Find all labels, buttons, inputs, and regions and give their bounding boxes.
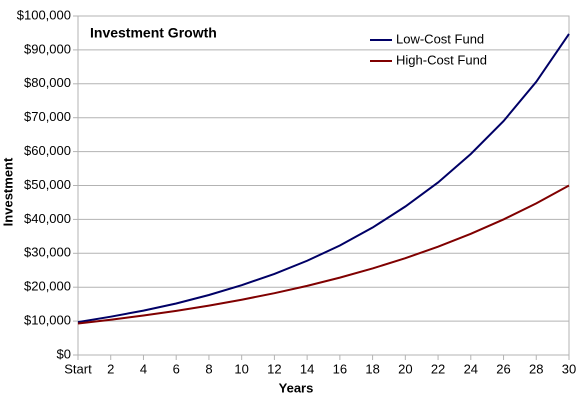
x-tick-label: 24 [464,361,478,376]
x-tick-label: 26 [496,361,510,376]
x-tick-label: Start [64,361,92,376]
x-tick-label: 16 [333,361,347,376]
x-tick-label: 30 [562,361,576,376]
x-tick-label: 28 [529,361,543,376]
x-tick-label: 18 [365,361,379,376]
x-tick-label: 20 [398,361,412,376]
y-tick-label: $100,000 [17,7,71,22]
y-tick-label: $10,000 [24,313,71,328]
x-tick-label: 6 [173,361,180,376]
x-tick-label: 14 [300,361,314,376]
chart-title: Investment Growth [90,25,217,41]
x-tick-label: 8 [205,361,212,376]
legend-label: Low-Cost Fund [396,31,484,46]
y-tick-label: $30,000 [24,245,71,260]
y-axis-label: Investment [0,157,15,226]
x-tick-label: 22 [431,361,445,376]
x-tick-label: 2 [107,361,114,376]
x-axis-label: Years [279,380,314,395]
line-series [77,184,570,325]
y-tick-label: $70,000 [24,109,71,124]
x-tick-label: 4 [140,361,147,376]
x-tick-label: 12 [267,361,281,376]
y-tick-label: $90,000 [24,41,71,56]
y-tick-label: $0 [57,346,71,361]
y-tick-label: $80,000 [24,75,71,90]
y-tick-label: $60,000 [24,143,71,158]
x-tick-label: 10 [234,361,248,376]
y-tick-label: $50,000 [24,177,71,192]
y-tick-label: $40,000 [24,211,71,226]
y-tick-label: $20,000 [24,279,71,294]
line-series [77,33,570,324]
legend-label: High-Cost Fund [396,52,487,67]
